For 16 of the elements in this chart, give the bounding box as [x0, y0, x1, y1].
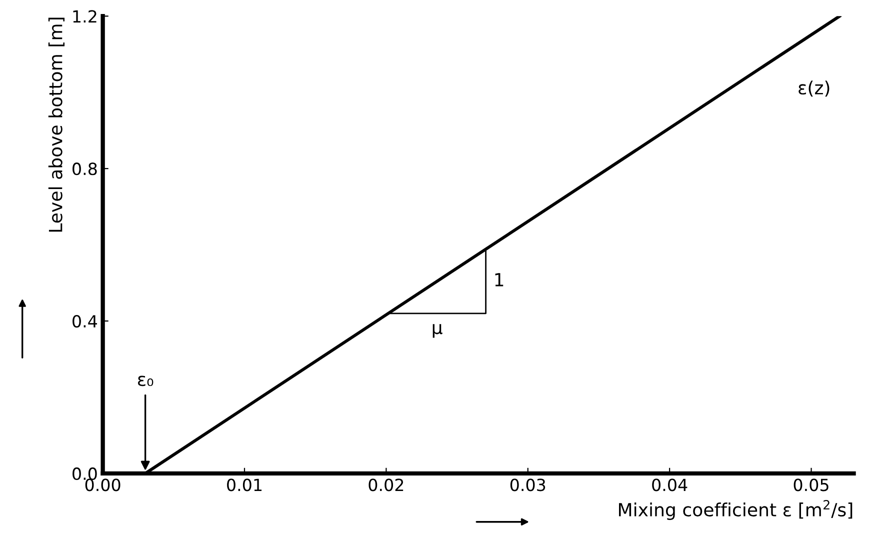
- annotation: ε(z): [798, 80, 830, 97]
- annotation: 1: [495, 273, 504, 286]
- y-tick-label: 0.8: [72, 162, 97, 176]
- y-tick-label: 0.0: [72, 467, 97, 480]
- x-tick-label: 0.02: [368, 478, 404, 492]
- x-tick-label: 0.00: [85, 478, 120, 492]
- x-tick-label: 0.04: [652, 478, 688, 492]
- x-tick-label: 0.01: [227, 478, 262, 492]
- y-tick-label: 0.4: [72, 314, 98, 328]
- x-axis-title: Mixing coefficient ε [m$^{2}$/s]: [619, 500, 852, 520]
- x-tick-label: 0.03: [510, 478, 546, 492]
- x-tick-label: 0.05: [794, 478, 828, 492]
- annotation: μ: [432, 324, 442, 338]
- annotation: ε₀: [138, 376, 154, 386]
- y-axis-title: Level above bottom [m]: [48, 18, 65, 232]
- y-tick-label: 1.2: [73, 10, 96, 22]
